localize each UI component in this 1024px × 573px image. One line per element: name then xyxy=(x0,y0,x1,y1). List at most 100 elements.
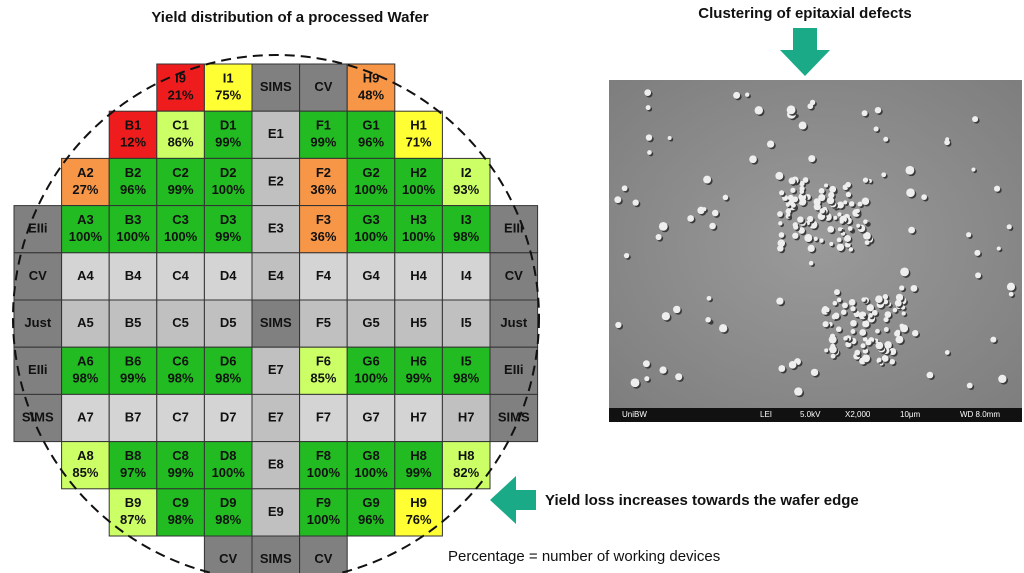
die-yield: 27% xyxy=(72,182,98,197)
die-yield: 98% xyxy=(215,512,241,527)
sem-image: UniBWLEI5.0kVX2,00010μmWD 8.0mm xyxy=(609,80,1022,422)
die-label: D1 xyxy=(220,118,237,133)
particle xyxy=(703,176,711,184)
particle xyxy=(837,212,841,216)
die-yield: 99% xyxy=(120,371,146,386)
particle xyxy=(818,194,825,201)
die-yield: 96% xyxy=(120,182,146,197)
die-yield: 100% xyxy=(307,465,341,480)
die-label: D8 xyxy=(220,448,237,463)
die-label: EIIi xyxy=(504,362,524,377)
particle xyxy=(712,210,719,217)
sem-caption: X2,000 xyxy=(845,410,871,419)
particle xyxy=(824,348,828,352)
particle xyxy=(614,196,621,203)
die-label: H3 xyxy=(410,212,427,227)
die-yield: 100% xyxy=(354,371,388,386)
die-yield: 99% xyxy=(406,465,432,480)
particle xyxy=(824,183,828,187)
particle xyxy=(777,211,783,217)
die-yield: 100% xyxy=(354,182,388,197)
die-label: CV xyxy=(29,268,47,283)
particle xyxy=(622,185,628,191)
particle xyxy=(862,110,868,116)
particle xyxy=(842,302,848,308)
die-label: A6 xyxy=(77,354,94,369)
particle xyxy=(675,373,682,380)
particle xyxy=(723,195,729,201)
diagram: Yield distribution of a processed Wafer … xyxy=(0,0,1024,573)
die-label: H7 xyxy=(410,409,427,424)
die-label: G5 xyxy=(362,315,379,330)
particle xyxy=(749,155,757,163)
particle xyxy=(867,304,874,311)
right-title: Clustering of epitaxial defects xyxy=(698,5,911,22)
die-label: B4 xyxy=(125,268,142,283)
particle xyxy=(884,327,889,332)
die-label: SIMS xyxy=(260,79,292,94)
particle xyxy=(912,330,919,337)
die-yield: 85% xyxy=(72,465,98,480)
die-label: C4 xyxy=(172,268,189,283)
particle xyxy=(927,372,934,379)
die-label: SIMS xyxy=(260,315,292,330)
die-label: G4 xyxy=(362,268,380,283)
die-label: A7 xyxy=(77,409,94,424)
particle xyxy=(859,329,866,336)
die-label: H8 xyxy=(458,448,475,463)
particle xyxy=(687,215,694,222)
particle xyxy=(800,189,805,194)
particle xyxy=(836,326,842,332)
die-label: E1 xyxy=(268,126,284,141)
particle xyxy=(841,309,846,314)
particle xyxy=(896,294,903,301)
particle xyxy=(823,321,829,327)
die-label: E3 xyxy=(268,221,284,236)
particle xyxy=(856,209,860,213)
particle xyxy=(1007,283,1015,291)
die-label: C3 xyxy=(172,212,189,227)
particle xyxy=(971,168,975,172)
die-yield: 100% xyxy=(212,465,246,480)
particle xyxy=(846,192,851,197)
particle xyxy=(893,308,898,313)
die-label: D6 xyxy=(220,354,237,369)
particle xyxy=(885,311,892,318)
die-yield: 48% xyxy=(358,87,384,102)
die-label: B8 xyxy=(125,448,142,463)
die-label: F4 xyxy=(316,268,332,283)
particle xyxy=(778,365,785,372)
die-label: B3 xyxy=(125,212,142,227)
die-label: A5 xyxy=(77,315,94,330)
die-label: C7 xyxy=(172,409,189,424)
particle xyxy=(803,177,809,183)
die-label: H8 xyxy=(410,448,427,463)
die-label: CV xyxy=(314,551,332,566)
die-label: C2 xyxy=(172,165,189,180)
die-label: F3 xyxy=(316,212,331,227)
die-yield: 75% xyxy=(215,87,241,102)
particle xyxy=(775,172,783,180)
die-yield: 100% xyxy=(69,229,103,244)
wafer-grid: I921%I175%SIMSCVH948%B112%C186%D199%E1F1… xyxy=(14,64,538,573)
die-label: F6 xyxy=(316,354,331,369)
die-yield: 12% xyxy=(120,135,146,150)
particle xyxy=(906,188,915,197)
die-yield: 98% xyxy=(453,371,479,386)
die-label: B7 xyxy=(125,409,142,424)
particle xyxy=(881,172,886,177)
die-label: A4 xyxy=(77,268,94,283)
die-label: C6 xyxy=(172,354,189,369)
particle xyxy=(895,336,903,344)
particle xyxy=(911,285,918,292)
die-label: G3 xyxy=(362,212,379,227)
die-yield: 99% xyxy=(168,182,194,197)
die-label: H7 xyxy=(458,409,475,424)
particle xyxy=(779,232,785,238)
particle xyxy=(899,285,904,290)
die-label: I4 xyxy=(461,268,473,283)
die-label: B6 xyxy=(125,354,142,369)
left-title: Yield distribution of a processed Wafer xyxy=(151,9,428,26)
particle xyxy=(837,244,844,251)
particle xyxy=(668,136,672,140)
